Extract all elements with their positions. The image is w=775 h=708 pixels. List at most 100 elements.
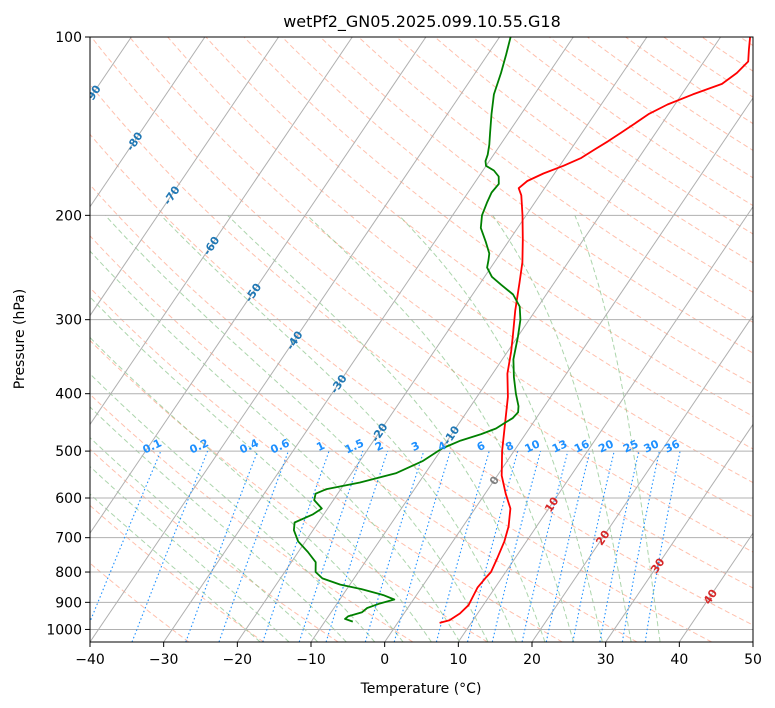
mixing-ratio-label: 16 [572,437,592,455]
mixing-ratio-line [521,450,569,642]
moist-adiabat-line [574,215,661,642]
mixing-ratio-line [545,450,591,642]
dry-adiabat-line [396,37,753,293]
mixing-ratio-label: 0.2 [188,436,211,456]
dry-adiabat-line [90,235,638,642]
x-tick-label: −10 [296,652,326,668]
y-tick-label: 800 [55,565,82,581]
mixing-ratio-label: 10 [523,437,543,455]
y-tick-label: 400 [55,387,82,403]
dry-adiabat-line [205,37,753,450]
moist-adiabat-line [160,214,517,642]
dry-adiabat-line [510,37,753,207]
mixing-ratio-label: 25 [621,437,640,455]
moist-adiabat-line [90,493,261,642]
series-layer [292,37,751,624]
isotherm-label: -80 [124,129,146,153]
x-tick-label: 50 [744,652,762,668]
mixing-ratio-line [572,450,615,642]
y-tick-label: 900 [55,595,82,611]
isotherm-line [457,205,753,642]
y-axis-ticks: 100 200 300 400 500 600 700 800 900 1000 [46,30,90,638]
x-tick-label: 10 [449,652,467,668]
mixing-ratio-line [599,450,640,642]
mixing-ratio-line [185,450,259,642]
moist-adiabat-line [90,373,376,642]
x-tick-label: 0 [380,652,389,668]
dry-adiabat-line [90,184,712,642]
moist-adiabat-line [90,336,404,642]
dewpoint-profile-line [292,37,522,623]
dry-adiabat-line [472,37,753,235]
isotherm-label: -90 [82,83,104,107]
mixing-ratio-label: 36 [662,437,682,455]
dry-adiabat-line [358,37,753,323]
dry-adiabat-line [90,133,753,626]
chart-title: wetPf2_GN05.2025.099.10.55.G18 [283,12,561,32]
mixing-ratio-line [466,450,519,642]
isotherm-label: -50 [242,281,264,305]
mixing-ratio-line [621,450,660,642]
mixing-ratio-line [262,450,330,642]
isotherm-label: 0 [487,473,502,487]
dry-adiabat-line [91,37,753,553]
mixing-ratio-line [435,450,490,642]
y-tick-label: 700 [55,531,82,547]
isotherm-line [163,37,574,642]
dry-adiabat-line [319,37,753,354]
isopleth-labels: -100-90-80-70-60-50-40-30-20 -10010203040… [82,83,720,607]
mixing-ratio-label: 1.5 [343,436,366,456]
dry-adiabat-line [663,37,753,98]
isotherm-label: -60 [200,234,222,258]
x-tick-label: −40 [75,652,105,668]
dry-adiabat-line [90,83,753,589]
y-tick-label: 500 [55,444,82,460]
isotherm-line [531,314,753,642]
isotherm-line [90,37,280,317]
dry-adiabat-line [167,37,753,484]
y-tick-label: 1000 [46,622,82,638]
mixing-ratio-label: 20 [596,437,616,455]
isotherm-line [605,423,753,642]
dry-adiabat-line [548,37,753,179]
mixing-ratio-line [298,450,364,642]
mixing-ratio-label: 2 [373,439,385,454]
dry-adiabat-line [90,393,414,642]
dry-adiabat-line [90,562,190,642]
isotherm-line [310,37,722,642]
mixing-ratio-line [131,450,209,642]
isotherm-line [90,37,353,426]
isotherm-label: 10 [542,494,562,514]
mixing-ratio-line [364,450,425,642]
x-tick-label: 20 [523,652,541,668]
moist-adiabat-line [492,215,632,642]
dry-adiabat-line [90,287,563,642]
dry-adiabat-line [90,448,339,642]
isotherm-line [752,641,753,642]
moist-adiabat-line [398,214,603,642]
y-tick-label: 600 [55,491,82,507]
mixing-ratio-label: 0.4 [238,436,261,456]
mixing-ratio-label: 30 [642,437,662,455]
moist-adiabat-line [90,296,432,642]
y-tick-label: 100 [55,30,82,46]
dry-adiabat-line [701,37,753,72]
moist-adiabat-line [90,465,290,642]
moist-adiabat-line [90,250,461,642]
isotherm-label: 30 [648,555,668,575]
y-axis-label: Pressure (hPa) [12,289,28,389]
isotherm-line [236,37,648,642]
mixing-ratio-line [491,450,542,642]
x-axis-label: Temperature (°C) [360,681,482,697]
moist-adiabat-line [306,214,575,642]
mixing-ratio-line [90,450,162,624]
x-tick-label: 30 [597,652,615,668]
moist-adiabat-line [104,214,489,642]
isotherm-line [90,37,427,535]
mixing-ratio-label: 6 [475,439,488,454]
mixing-ratio-label: 13 [550,437,569,455]
mixing-ratio-line [325,450,389,642]
mixing-ratio-line [218,450,289,642]
dry-adiabat-line [587,37,753,151]
